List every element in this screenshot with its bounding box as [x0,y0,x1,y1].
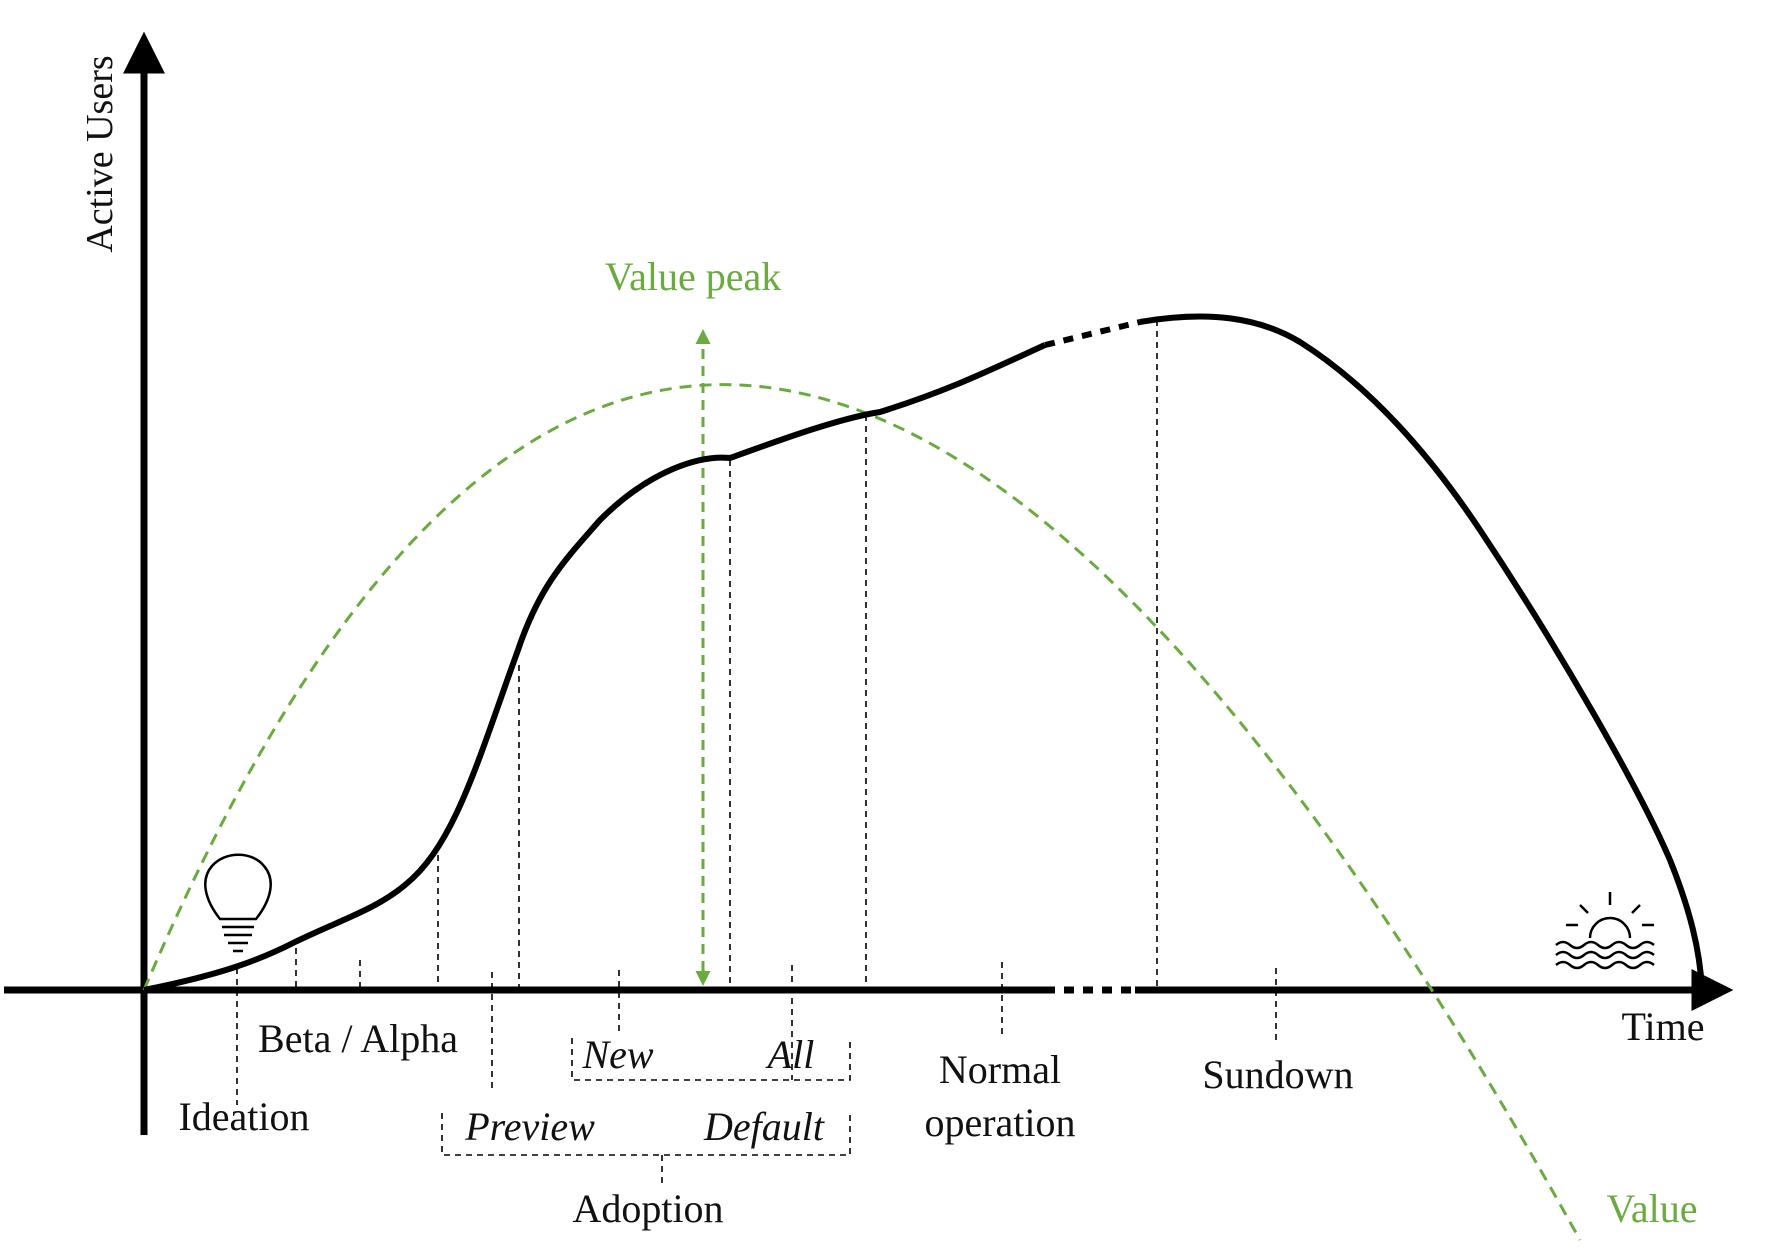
phase-label-all: All [765,1032,815,1077]
phase-label-new: New [581,1032,653,1077]
y-axis-label: Active Users [79,55,121,252]
value-curve-label: Value [1606,1186,1697,1231]
value-peak-label: Value peak [605,254,782,299]
new-all-bracket [571,1038,851,1081]
sunset-icon [1555,892,1655,970]
active-users-curve [143,313,1705,993]
phase-label-adoption: Adoption [572,1186,723,1231]
phase-label-operation: operation [924,1100,1075,1145]
phase-label-ideation: Ideation [178,1094,309,1139]
lightbulb-icon [204,853,272,953]
x-axis-label: Time [1621,1004,1704,1049]
phase-label-sundown: Sundown [1202,1052,1353,1097]
phase-label-beta-alpha: Beta / Alpha [258,1016,458,1061]
phase-markers [236,320,1277,1105]
adoption-bracket [441,1113,851,1188]
phase-label-preview: Preview [464,1104,595,1149]
phase-label-default: Default [703,1104,825,1149]
value-curve [142,383,1582,1241]
phase-label-normal: Normal [939,1047,1061,1092]
